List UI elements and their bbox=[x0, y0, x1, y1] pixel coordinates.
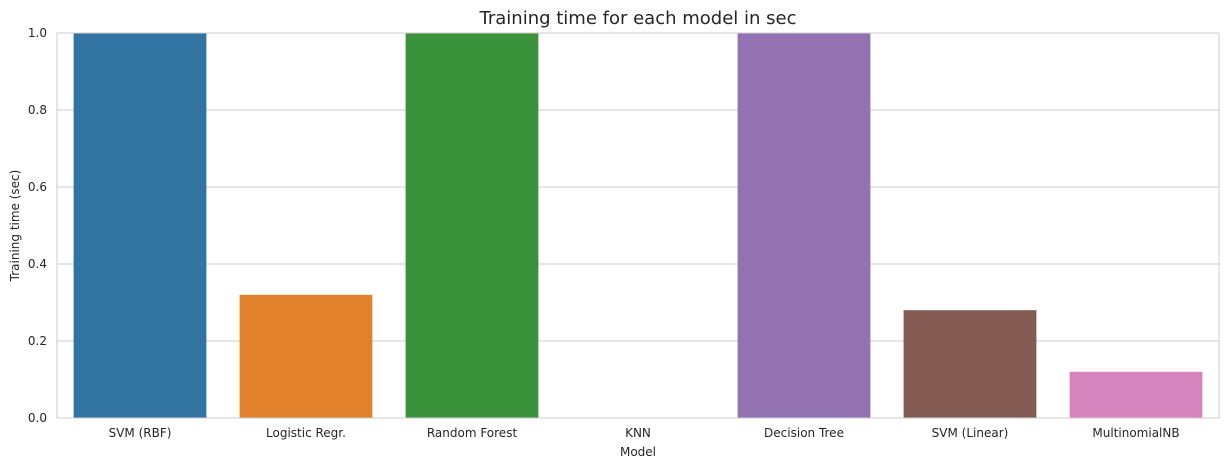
bar bbox=[737, 33, 871, 418]
bar bbox=[73, 33, 207, 418]
plot-frame bbox=[56, 32, 1220, 419]
y-tick-label: 0.2 bbox=[28, 334, 47, 348]
plot-area bbox=[57, 33, 1219, 418]
x-tick-label: SVM (RBF) bbox=[109, 426, 172, 440]
y-tick-label: 1.0 bbox=[28, 26, 47, 40]
bar bbox=[239, 294, 373, 418]
x-axis-label: Model bbox=[620, 445, 656, 459]
bars bbox=[73, 33, 1203, 418]
x-tick-labels: SVM (RBF) Logistic Regr. Random Forest KNN D… bbox=[109, 426, 1180, 440]
bar bbox=[1069, 371, 1203, 418]
x-tick-label: SVM (Linear) bbox=[932, 426, 1009, 440]
y-tick-label: 0.8 bbox=[28, 103, 47, 117]
y-tick-labels: 0.0 0.2 0.4 0.6 0.8 1.0 bbox=[28, 26, 47, 425]
y-tick-label: 0.6 bbox=[28, 180, 47, 194]
bar bbox=[405, 33, 539, 418]
x-tick-label: Random Forest bbox=[427, 426, 518, 440]
x-tick-label: MultinomialNB bbox=[1092, 426, 1179, 440]
x-tick-label: Decision Tree bbox=[764, 426, 844, 440]
y-axis-label: Training time (sec) bbox=[8, 170, 22, 283]
chart-title: Training time for each model in sec bbox=[479, 8, 797, 29]
x-tick-label: KNN bbox=[625, 426, 651, 440]
y-tick-label: 0.4 bbox=[28, 257, 47, 271]
y-tick-label: 0.0 bbox=[28, 411, 47, 425]
x-tick-label: Logistic Regr. bbox=[266, 426, 346, 440]
bar bbox=[903, 310, 1037, 418]
